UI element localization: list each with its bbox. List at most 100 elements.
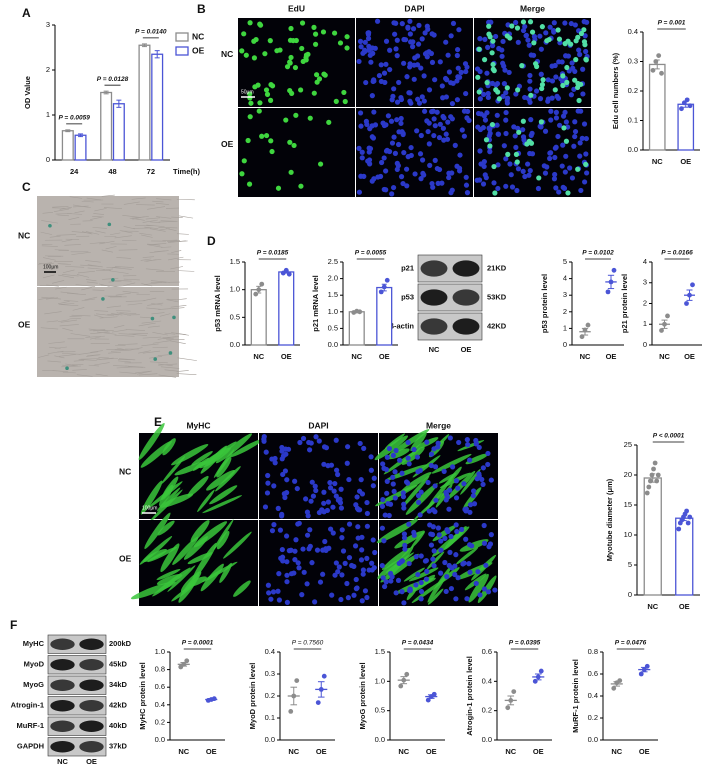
texture (151, 312, 165, 315)
nucleus (384, 454, 390, 460)
nucleus (448, 114, 454, 120)
nucleus (263, 449, 269, 455)
nucleus (411, 62, 417, 68)
texture (106, 266, 122, 268)
texture (95, 313, 115, 317)
nucleus (477, 148, 483, 154)
texture (160, 366, 180, 369)
y-tick-label: 1 (643, 319, 647, 328)
texture (84, 296, 98, 301)
nucleus (339, 572, 345, 578)
myotube (167, 565, 196, 592)
stain (107, 222, 112, 227)
edu-nucleus (248, 100, 254, 106)
texture (90, 331, 110, 334)
edu-nucleus (581, 27, 587, 33)
nucleus (393, 46, 399, 52)
nucleus (457, 152, 463, 158)
y-axis-label: Atrogin-1 protein level (465, 656, 474, 736)
nucleus (345, 444, 351, 450)
nucleus (432, 464, 439, 470)
texture (115, 292, 131, 296)
texture (65, 363, 78, 367)
nucleus (426, 141, 432, 147)
nucleus (364, 499, 370, 506)
data-point (617, 678, 623, 683)
texture (102, 268, 114, 271)
data-point (315, 700, 321, 705)
nucleus (444, 574, 450, 580)
y-tick-label: 0.5 (230, 312, 240, 321)
nucleus (276, 597, 282, 603)
texture (141, 320, 162, 324)
x-tick-label: OE (684, 352, 695, 361)
data-point (649, 472, 655, 478)
nucleus (448, 533, 454, 540)
nucleus (282, 494, 288, 501)
edu-nucleus (556, 36, 563, 42)
bar (278, 271, 295, 346)
blot-band (50, 638, 75, 650)
texture (62, 372, 76, 374)
edu-nucleus (487, 34, 493, 40)
nucleus (419, 36, 425, 42)
edu-nucleus (262, 51, 268, 57)
nucleus (563, 153, 569, 159)
column-header: DAPI (308, 420, 328, 430)
nucleus (398, 115, 404, 122)
y-tick-label: 0.1 (628, 115, 638, 124)
nucleus (428, 462, 435, 469)
texture (101, 249, 114, 253)
nucleus (392, 31, 398, 37)
edu-nucleus (513, 151, 520, 157)
stain (150, 316, 155, 321)
edu-nucleus (560, 82, 566, 89)
nucleus (432, 77, 438, 83)
nucleus (346, 554, 353, 561)
nucleus (547, 155, 553, 162)
scale-bar-label: 50μm (241, 89, 254, 95)
edu-nucleus (491, 163, 497, 170)
nucleus (572, 119, 578, 125)
texture (127, 303, 143, 306)
texture (152, 200, 164, 203)
edu-nucleus (291, 142, 297, 149)
edu-nucleus (268, 138, 274, 144)
nucleus (425, 479, 431, 486)
nucleus (463, 508, 469, 514)
nucleus (390, 481, 396, 487)
nucleus (426, 87, 433, 93)
data-point (650, 67, 656, 73)
edu-nucleus (247, 91, 253, 97)
nucleus (411, 76, 417, 82)
texture (114, 235, 132, 239)
nucleus (381, 186, 387, 193)
nucleus (364, 523, 371, 529)
texture (118, 333, 136, 335)
nucleus (554, 93, 560, 99)
nucleus (491, 180, 497, 186)
y-tick-label: 0 (46, 155, 50, 164)
x-tick-label: OE (426, 747, 437, 756)
nucleus (335, 569, 341, 575)
nucleus (459, 127, 465, 133)
y-axis-label: p21 mRNA level (311, 275, 320, 331)
image-bg (356, 18, 473, 107)
panel-label: C (22, 180, 31, 194)
nucleus (361, 445, 367, 451)
y-tick-label: 0.3 (265, 669, 275, 678)
nucleus (417, 512, 423, 518)
nucleus (369, 560, 375, 566)
edu-nucleus (515, 87, 521, 93)
nucleus (431, 116, 437, 122)
nucleus (403, 166, 410, 172)
row-label: NC (18, 230, 30, 240)
edu-nucleus (252, 84, 258, 90)
nucleus (407, 90, 413, 96)
nucleus (307, 543, 313, 549)
edu-nucleus (247, 114, 253, 120)
blot-band (50, 679, 75, 691)
edu-nucleus (298, 183, 304, 189)
nucleus (413, 582, 419, 588)
texture (119, 312, 137, 315)
